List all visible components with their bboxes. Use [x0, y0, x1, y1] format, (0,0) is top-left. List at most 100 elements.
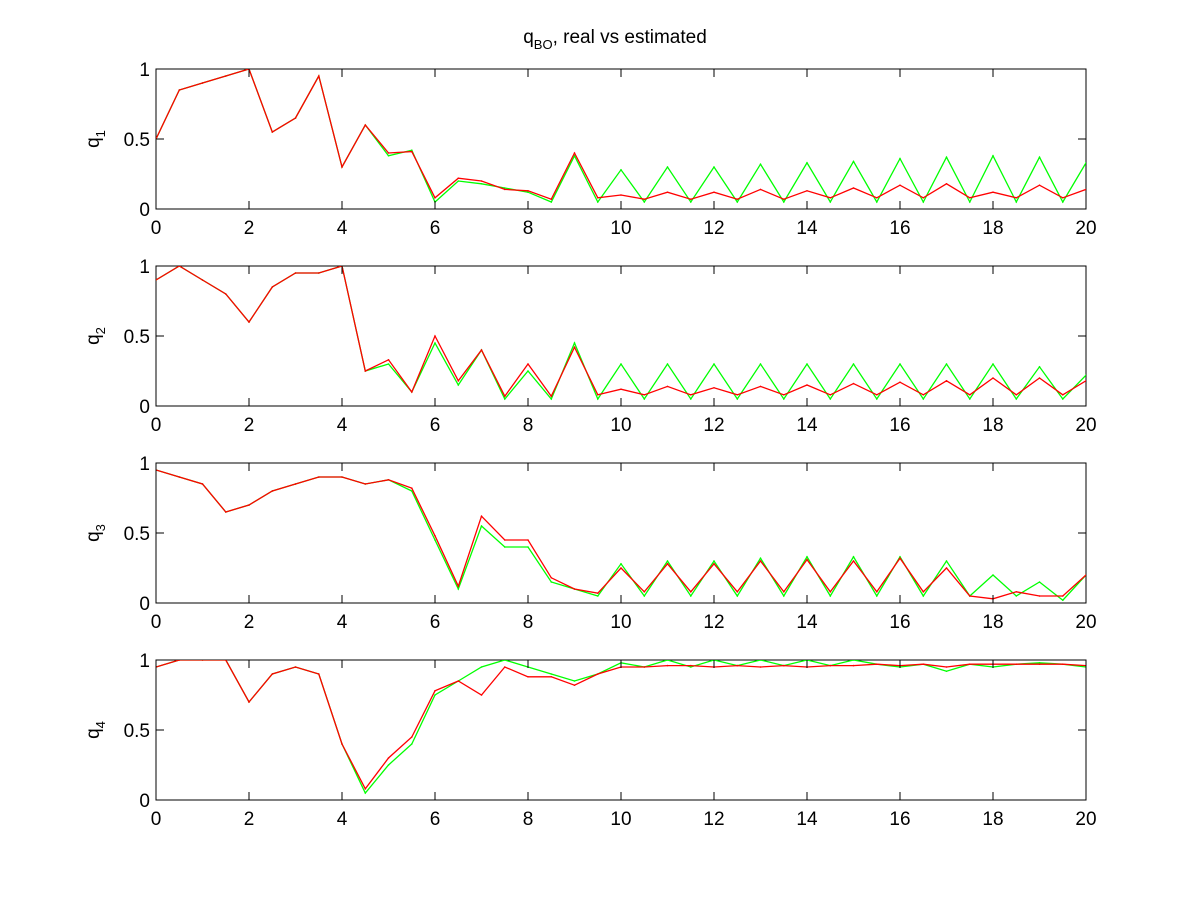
data-point — [527, 191, 529, 193]
data-point — [1015, 398, 1018, 400]
y-tick-label: 0.5 — [124, 721, 150, 742]
data-point — [364, 124, 367, 126]
data-point — [527, 363, 529, 365]
data-point — [294, 117, 297, 119]
data-point — [643, 666, 646, 668]
data-point — [248, 504, 250, 506]
data-point — [527, 370, 529, 372]
data-point — [852, 664, 855, 667]
x-tick-label: 10 — [610, 809, 631, 830]
data-point — [806, 556, 808, 558]
data-point — [829, 398, 832, 400]
data-point — [504, 188, 506, 191]
data-point — [899, 184, 901, 186]
data-point — [457, 585, 460, 587]
x-tick-label: 0 — [151, 415, 162, 436]
data-point — [759, 385, 762, 388]
data-point — [457, 680, 460, 682]
y-axis-label-subscript: 2 — [93, 327, 108, 334]
x-tick-label: 10 — [610, 612, 631, 633]
y-tick-label: 0 — [139, 200, 150, 221]
x-tick-label: 20 — [1075, 415, 1096, 436]
data-point — [480, 349, 483, 351]
x-tick-label: 2 — [244, 218, 255, 239]
data-point — [201, 660, 204, 661]
data-point — [876, 394, 878, 396]
data-point — [620, 169, 622, 171]
data-point — [876, 201, 878, 203]
data-point — [992, 363, 994, 365]
data-point — [829, 197, 832, 199]
x-tick-label: 4 — [337, 218, 348, 239]
data-point — [271, 673, 274, 675]
x-tick-label: 16 — [889, 218, 910, 239]
data-point — [666, 563, 669, 565]
data-point — [271, 131, 274, 133]
data-point — [434, 690, 436, 692]
x-tick-label: 0 — [151, 809, 162, 830]
data-point — [597, 673, 599, 675]
data-point — [364, 792, 367, 794]
data-point — [387, 757, 390, 759]
data-point — [1062, 595, 1064, 597]
data-point — [597, 592, 599, 594]
data-point — [573, 155, 576, 157]
y-axis-label-subscript: 1 — [93, 130, 108, 137]
x-tick-label: 0 — [151, 218, 162, 239]
data-point — [945, 670, 948, 672]
x-tick-label: 8 — [523, 612, 534, 633]
data-point — [759, 557, 762, 559]
data-point — [504, 539, 506, 541]
data-point — [620, 194, 622, 196]
series-group — [156, 469, 1086, 602]
x-tick-label: 14 — [796, 218, 818, 239]
data-point — [248, 701, 250, 703]
x-tick-label: 12 — [703, 218, 724, 239]
data-point — [713, 563, 715, 565]
data-point — [690, 595, 692, 597]
data-point — [620, 563, 622, 565]
data-point — [643, 198, 646, 200]
data-point — [341, 743, 343, 745]
data-point — [318, 673, 320, 675]
data-point — [736, 398, 739, 400]
data-point — [411, 150, 413, 153]
x-tick-label: 12 — [703, 415, 724, 436]
data-point — [666, 560, 669, 562]
x-tick-label: 2 — [244, 415, 255, 436]
data-point — [457, 177, 460, 179]
data-point — [1062, 599, 1064, 601]
y-axis-label-main: q — [83, 531, 104, 542]
data-point — [759, 660, 762, 661]
data-point — [852, 363, 855, 365]
data-point — [643, 398, 646, 400]
data-point — [759, 560, 762, 562]
data-point — [899, 363, 901, 365]
data-point — [736, 664, 739, 667]
y-tick-label: 1 — [139, 651, 150, 672]
data-point — [597, 197, 599, 199]
x-tick-label: 20 — [1075, 612, 1096, 633]
data-point — [341, 166, 343, 168]
data-point — [271, 286, 274, 288]
data-point — [759, 188, 762, 191]
x-tick-label: 0 — [151, 612, 162, 633]
plot-area — [155, 265, 1087, 407]
data-point — [480, 525, 483, 527]
data-point — [806, 558, 808, 561]
data-point — [852, 382, 855, 385]
data-point — [643, 595, 646, 597]
data-point — [411, 490, 413, 492]
x-tick-label: 10 — [610, 218, 631, 239]
data-point — [504, 187, 506, 189]
data-point — [922, 197, 925, 199]
data-point — [457, 384, 460, 386]
data-point — [411, 487, 413, 490]
y-axis-label-subscript: 3 — [93, 524, 108, 531]
data-point — [1038, 595, 1041, 597]
y-tick-label: 0.5 — [124, 524, 150, 545]
data-point — [387, 155, 390, 157]
data-point — [620, 363, 622, 365]
data-point — [1038, 366, 1041, 368]
